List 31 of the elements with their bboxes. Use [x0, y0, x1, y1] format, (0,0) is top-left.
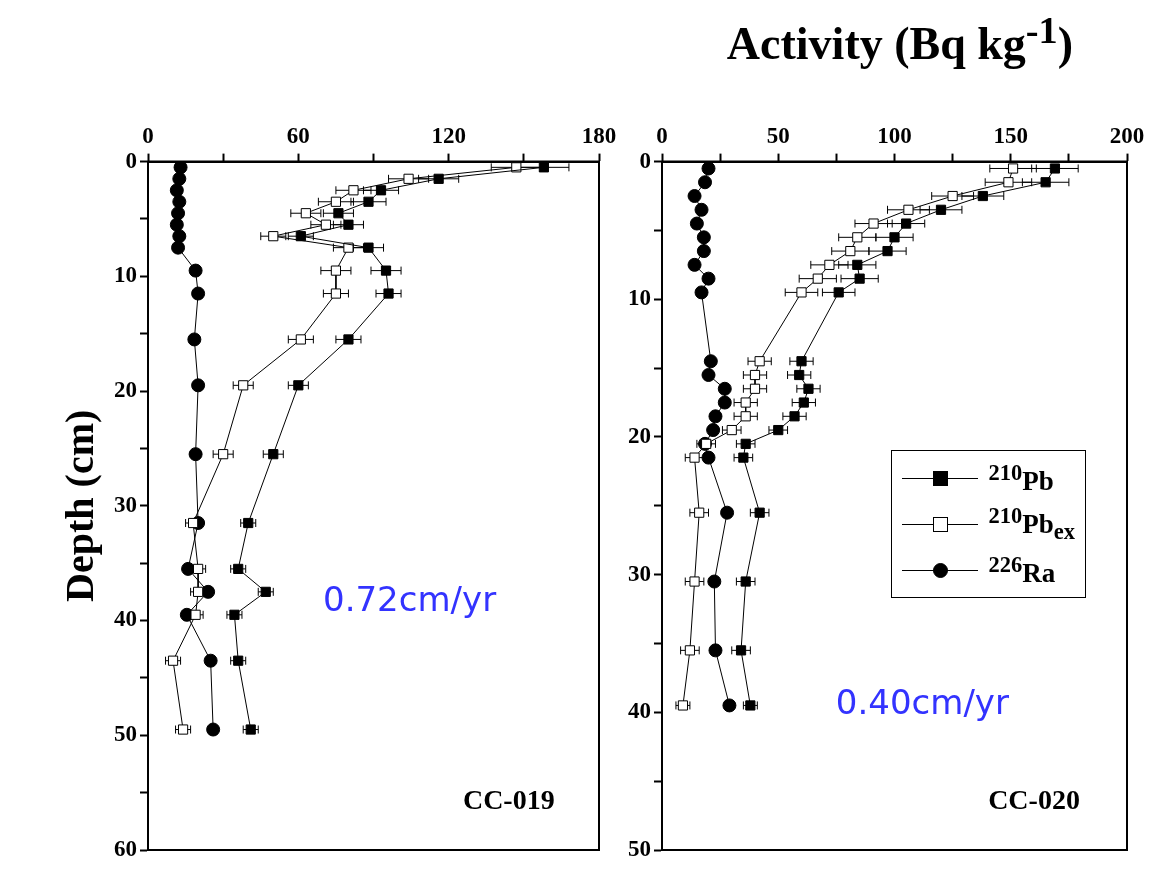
annotation: 0.72cm/yr [323, 579, 497, 619]
annotation: CC-019 [462, 784, 555, 816]
legend-label: $^{226}$Ra [988, 551, 1056, 589]
x-tick-label: 60 [286, 122, 310, 148]
y-axis-title: Depth (cm) [57, 409, 103, 602]
x-tick-label: 180 [581, 122, 617, 148]
y-tick-label: 0 [125, 147, 137, 173]
y-tick-label: 50 [628, 835, 651, 861]
y-tick-label: 30 [114, 491, 137, 517]
annotation: 0.40cm/yr [835, 682, 1009, 723]
legend-label: $^{210}$Pb [988, 459, 1054, 497]
x-tick-label: 100 [877, 122, 912, 148]
x-axis-title: Activity (Bq kg$^{-1}$) [725, 8, 1075, 71]
y-tick-label: 10 [114, 262, 137, 288]
annotation: CC-020 [988, 784, 1080, 816]
x-tick-label: 200 [1109, 122, 1145, 148]
y-tick-label: 20 [628, 422, 651, 448]
y-tick-label: 60 [114, 835, 137, 861]
y-tick-label: 50 [114, 721, 137, 747]
y-tick-label: 20 [114, 377, 137, 402]
x-tick-label: 0 [656, 122, 668, 148]
y-tick-label: 0 [639, 147, 651, 173]
x-tick-label: 150 [993, 122, 1028, 148]
x-tick-label: 120 [431, 122, 466, 148]
legend-label: $^{210}$Pb$_{ex}$ [988, 502, 1075, 546]
y-tick-label: 10 [628, 285, 651, 311]
y-tick-label: 40 [114, 606, 137, 632]
x-tick-label: 50 [766, 122, 790, 148]
y-tick-label: 40 [628, 698, 651, 724]
x-tick-label: 0 [142, 122, 154, 148]
y-tick-label: 30 [628, 560, 651, 586]
